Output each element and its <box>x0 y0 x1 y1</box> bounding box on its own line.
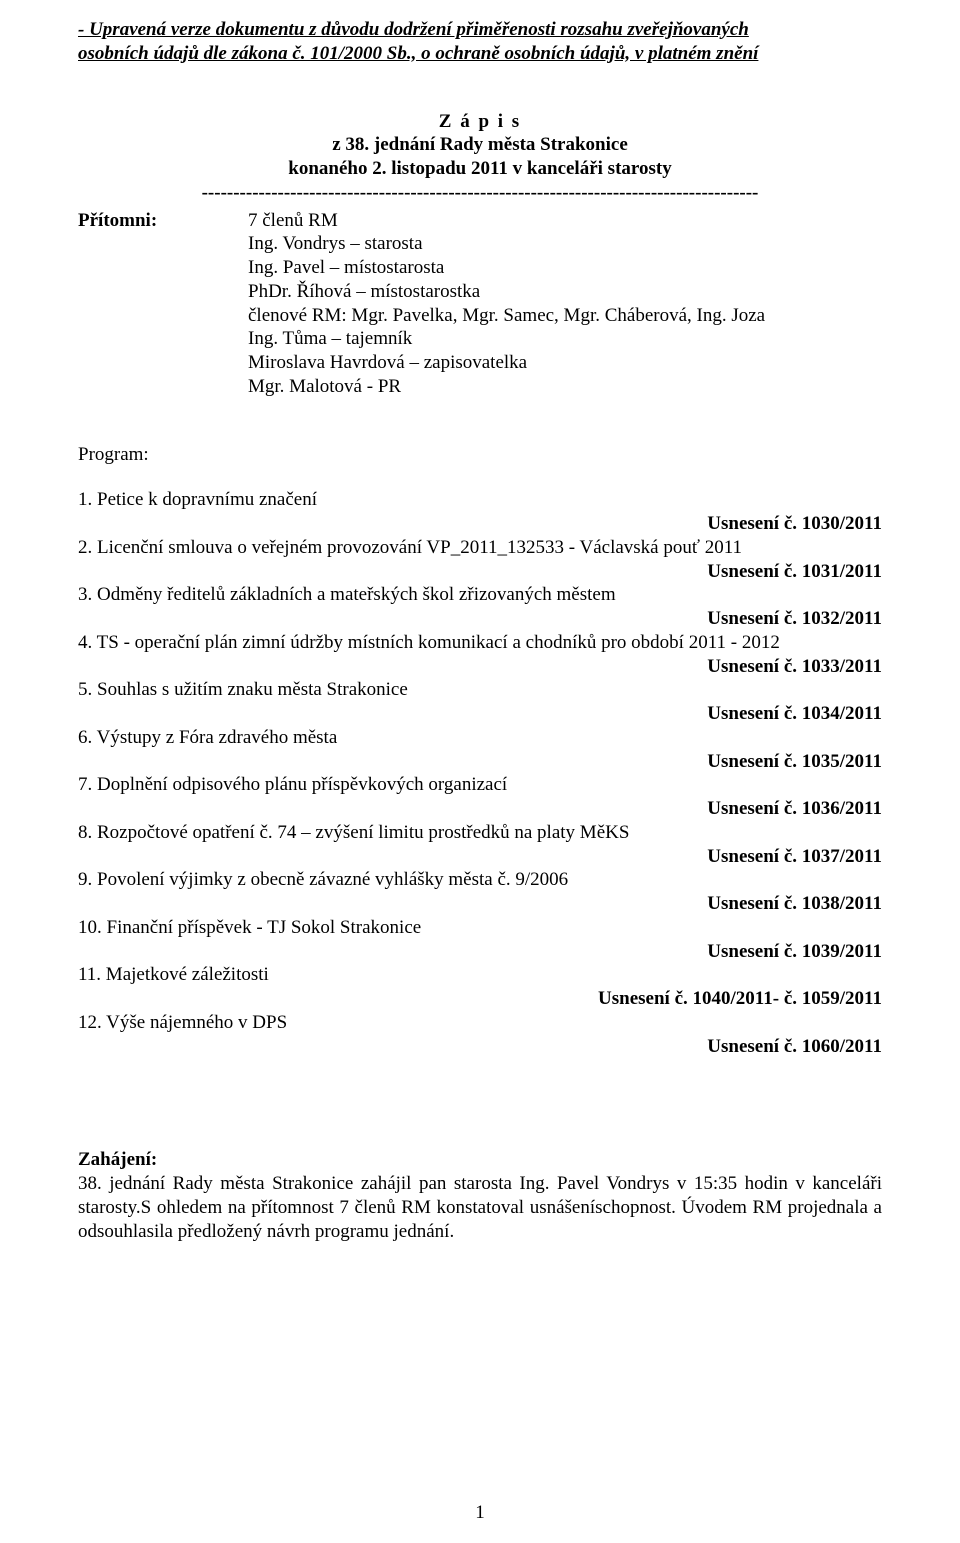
zahajeni-body: 38. jednání Rady města Strakonice zaháji… <box>78 1172 882 1243</box>
program-item: 9. Povolení výjimky z obecně závazné vyh… <box>78 868 882 916</box>
program-item-resolution: Usnesení č. 1060/2011 <box>78 1035 882 1059</box>
program-item-resolution: Usnesení č. 1031/2011 <box>78 560 882 584</box>
title-date: konaného 2. listopadu 2011 v kanceláři s… <box>78 157 882 181</box>
document-page: - Upravená verze dokumentu z důvodu dodr… <box>0 0 960 1543</box>
header-line-2: osobních údajů dle zákona č. 101/2000 Sb… <box>78 42 882 66</box>
attendance-line: PhDr. Říhová – místostarostka <box>248 280 882 304</box>
program-item-text: 10. Finanční příspěvek - TJ Sokol Strako… <box>78 916 882 940</box>
program-list: 1. Petice k dopravnímu značení Usnesení … <box>78 488 882 1058</box>
attendance-line: Ing. Vondrys – starosta <box>248 232 882 256</box>
program-item-resolution: Usnesení č. 1032/2011 <box>78 607 882 631</box>
title-zapis: Z á p i s <box>78 110 882 134</box>
program-item: 3. Odměny ředitelů základních a mateřský… <box>78 583 882 631</box>
header-line-1: - Upravená verze dokumentu z důvodu dodr… <box>78 18 882 42</box>
attendance-line: Miroslava Havrdová – zapisovatelka <box>248 351 882 375</box>
program-item-text: 6. Výstupy z Fóra zdravého města <box>78 726 882 750</box>
program-item-text: 4. TS - operační plán zimní údržby místn… <box>78 631 882 655</box>
attendance-body: 7 členů RM Ing. Vondrys – starosta Ing. … <box>248 209 882 399</box>
program-item: 12. Výše nájemného v DPS Usnesení č. 106… <box>78 1011 882 1059</box>
attendance-line: Mgr. Malotová - PR <box>248 375 882 399</box>
program-item-resolution: Usnesení č. 1030/2011 <box>78 512 882 536</box>
attendance-line: 7 členů RM <box>248 209 882 233</box>
program-item-resolution: Usnesení č. 1040/2011- č. 1059/2011 <box>78 987 882 1011</box>
program-item: 10. Finanční příspěvek - TJ Sokol Strako… <box>78 916 882 964</box>
program-label: Program: <box>78 443 882 467</box>
program-item-resolution: Usnesení č. 1038/2011 <box>78 892 882 916</box>
title-separator: ----------------------------------------… <box>78 181 882 205</box>
program-item: 4. TS - operační plán zimní údržby místn… <box>78 631 882 679</box>
program-item-text: 9. Povolení výjimky z obecně závazné vyh… <box>78 868 882 892</box>
page-number: 1 <box>0 1501 960 1525</box>
program-item-text: 7. Doplnění odpisového plánu příspěvkový… <box>78 773 882 797</box>
program-item-resolution: Usnesení č. 1035/2011 <box>78 750 882 774</box>
program-item-text: 5. Souhlas s užitím znaku města Strakoni… <box>78 678 882 702</box>
attendance-block: Přítomni: 7 členů RM Ing. Vondrys – star… <box>78 209 882 399</box>
program-item: 2. Licenční smlouva o veřejném provozová… <box>78 536 882 584</box>
program-item-text: 8. Rozpočtové opatření č. 74 – zvýšení l… <box>78 821 882 845</box>
program-item-text: 11. Majetkové záležitosti <box>78 963 882 987</box>
title-meeting: z 38. jednání Rady města Strakonice <box>78 133 882 157</box>
program-item: 1. Petice k dopravnímu značení Usnesení … <box>78 488 882 536</box>
program-item-text: 12. Výše nájemného v DPS <box>78 1011 882 1035</box>
program-item: 8. Rozpočtové opatření č. 74 – zvýšení l… <box>78 821 882 869</box>
program-item-text: 3. Odměny ředitelů základních a mateřský… <box>78 583 882 607</box>
header-note: - Upravená verze dokumentu z důvodu dodr… <box>78 18 882 66</box>
program-item-resolution: Usnesení č. 1034/2011 <box>78 702 882 726</box>
zahajeni-block: Zahájení: 38. jednání Rady města Strakon… <box>78 1148 882 1243</box>
program-item-resolution: Usnesení č. 1036/2011 <box>78 797 882 821</box>
program-item-resolution: Usnesení č. 1039/2011 <box>78 940 882 964</box>
program-item: 5. Souhlas s užitím znaku města Strakoni… <box>78 678 882 726</box>
program-item: 11. Majetkové záležitosti Usnesení č. 10… <box>78 963 882 1011</box>
attendance-line: členové RM: Mgr. Pavelka, Mgr. Samec, Mg… <box>248 304 882 328</box>
attendance-label: Přítomni: <box>78 209 248 233</box>
program-item: 7. Doplnění odpisového plánu příspěvkový… <box>78 773 882 821</box>
program-item-resolution: Usnesení č. 1033/2011 <box>78 655 882 679</box>
program-item-text: 1. Petice k dopravnímu značení <box>78 488 882 512</box>
attendance-line: Ing. Tůma – tajemník <box>248 327 882 351</box>
zahajeni-label: Zahájení: <box>78 1148 882 1172</box>
attendance-line: Ing. Pavel – místostarosta <box>248 256 882 280</box>
program-item-text: 2. Licenční smlouva o veřejném provozová… <box>78 536 882 560</box>
program-item: 6. Výstupy z Fóra zdravého města Usnesen… <box>78 726 882 774</box>
program-item-resolution: Usnesení č. 1037/2011 <box>78 845 882 869</box>
